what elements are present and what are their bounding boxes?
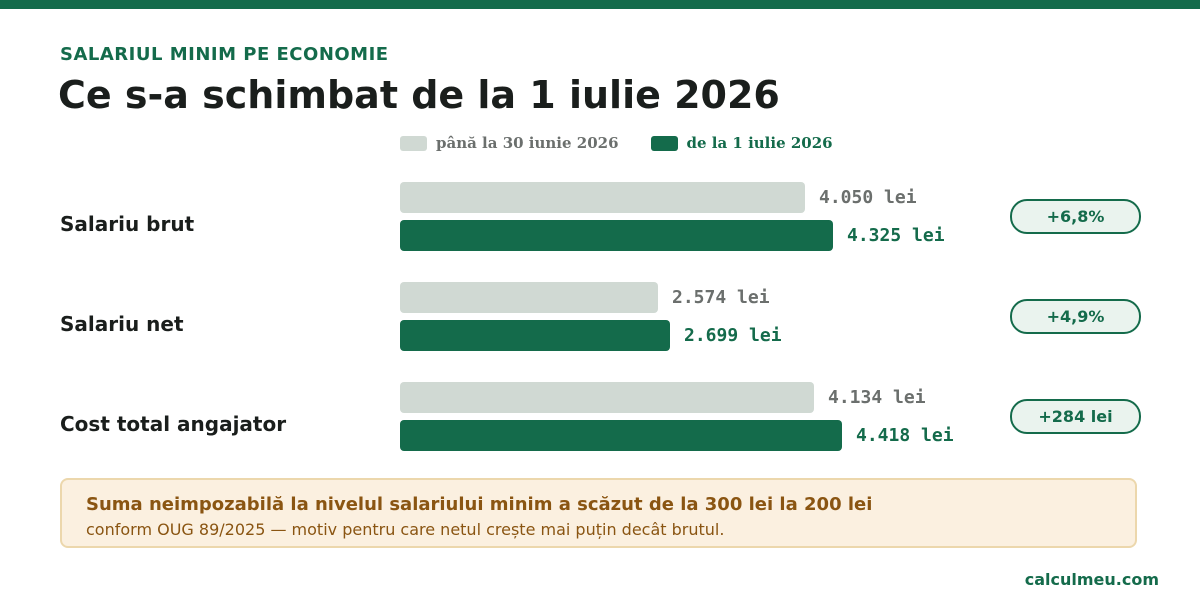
value-label-net-old: 2.574 lei (672, 287, 770, 308)
value-label-cost-total-new: 4.418 lei (856, 425, 954, 446)
note-title: Suma neimpozabilă la nivelul salariului … (86, 494, 873, 515)
legend-item-new: de la 1 iulie 2026 (650, 134, 833, 152)
value-label-net-new: 2.699 lei (684, 325, 782, 346)
legend-swatch-new (650, 135, 678, 151)
page-title: Ce s-a schimbat de la 1 iulie 2026 (58, 73, 780, 117)
bar-brut-old (400, 182, 805, 213)
footer-site: calculmeu.com (1024, 570, 1159, 589)
top-accent-band (0, 0, 1200, 9)
legend-swatch-old (400, 135, 427, 151)
value-label-brut-old: 4.050 lei (819, 187, 917, 208)
change-badge-net: +4,9% (1010, 299, 1141, 334)
bar-cost-total-old (400, 382, 814, 413)
category-label-cost-total: Cost total angajator (60, 412, 287, 436)
chart-legend: până la 30 iunie 2026 de la 1 iulie 2026 (400, 132, 865, 154)
value-label-cost-total-old: 4.134 lei (828, 387, 926, 408)
change-badge-cost-total: +284 lei (1010, 399, 1141, 434)
legend-item-old: până la 30 iunie 2026 (400, 134, 619, 152)
category-label-net: Salariu net (60, 312, 184, 336)
value-label-brut-new: 4.325 lei (847, 225, 945, 246)
change-badge-brut: +6,8% (1010, 199, 1141, 234)
bar-net-new (400, 320, 670, 351)
category-label-brut: Salariu brut (60, 212, 195, 236)
bar-net-old (400, 282, 658, 313)
legend-label-old: până la 30 iunie 2026 (436, 134, 619, 152)
note-body: conform OUG 89/2025 — motiv pentru care … (86, 520, 725, 539)
kicker-label: SALARIUL MINIM PE ECONOMIE (60, 44, 389, 65)
legend-label-new: de la 1 iulie 2026 (686, 134, 833, 152)
bar-brut-new (400, 220, 833, 251)
info-note: Suma neimpozabilă la nivelul salariului … (60, 478, 1137, 548)
bar-cost-total-new (400, 420, 842, 451)
